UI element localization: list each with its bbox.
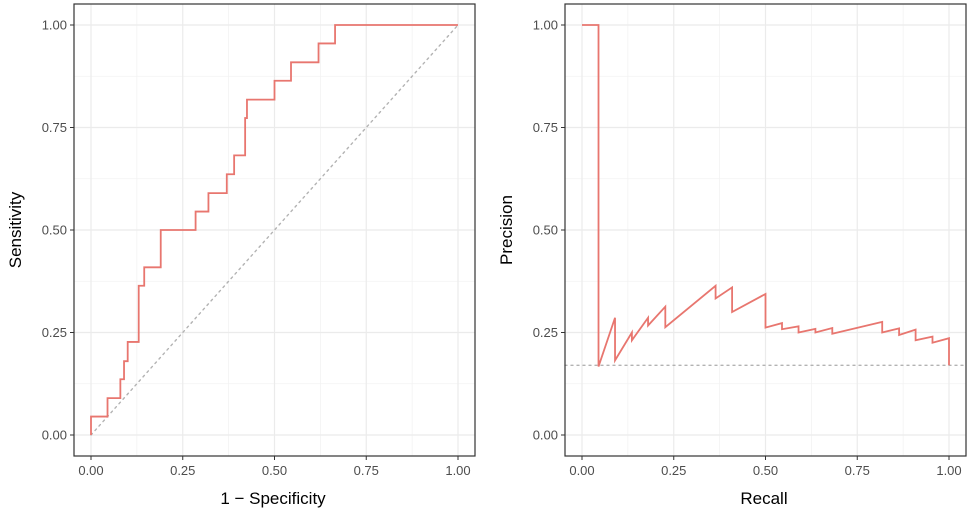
pr-x-axis-title: Recall: [740, 489, 787, 508]
roc-x-tick-label: 0.50: [262, 463, 287, 478]
roc-diagonal-reference: [90, 24, 459, 436]
roc-y-axis-title: Sensitivity: [6, 191, 25, 268]
pr-x-tick-label: 0.75: [845, 463, 870, 478]
roc-x-tick-label: 0.00: [78, 463, 103, 478]
roc-reference-line: [90, 24, 459, 436]
roc-x-tick-label: 1.00: [445, 463, 470, 478]
roc-y-tick-label: 0.00: [42, 428, 67, 443]
roc-panel: 0.00 0.25 0.50 0.75 1.00 0.00 0.25 0.50 0.75 1.00…: [6, 3, 476, 508]
pr-series: [582, 24, 950, 367]
roc-curve: [90, 24, 458, 435]
pr-y-axis-title: Precision: [497, 195, 516, 265]
roc-y-tick-label: 0.25: [42, 325, 67, 340]
pr-x-tick-label: 0.25: [661, 463, 686, 478]
roc-y-tick-label: 0.75: [42, 120, 67, 135]
precision-recall-panel: 0.00 0.25 0.50 0.75 1.00 0.00 0.25 0.50 0.75 1.00…: [497, 3, 967, 508]
roc-y-tick-label: 1.00: [42, 18, 67, 33]
pr-y-tick-label: 0.00: [533, 428, 558, 443]
roc-ticks: 0.00 0.25 0.50 0.75 1.00 0.00 0.25 0.50 0.75 1.00: [42, 18, 471, 479]
pr-x-tick-label: 1.00: [936, 463, 961, 478]
pr-curve: [582, 24, 950, 367]
pr-y-tick-label: 0.25: [533, 325, 558, 340]
pr-y-tick-label: 0.75: [533, 120, 558, 135]
roc-series: [90, 24, 458, 435]
roc-grid: [74, 4, 475, 456]
pr-x-tick-label: 0.50: [753, 463, 778, 478]
roc-x-tick-label: 0.75: [354, 463, 379, 478]
pr-y-tick-label: 1.00: [533, 18, 558, 33]
roc-x-tick-label: 0.25: [170, 463, 195, 478]
roc-y-tick-label: 0.50: [42, 223, 67, 238]
pr-x-tick-label: 0.00: [569, 463, 594, 478]
pr-y-tick-label: 0.50: [533, 223, 558, 238]
pr-grid: [565, 4, 966, 456]
roc-x-axis-title: 1 − Specificity: [220, 489, 326, 508]
pr-ticks: 0.00 0.25 0.50 0.75 1.00 0.00 0.25 0.50 0.75 1.00: [533, 18, 962, 479]
